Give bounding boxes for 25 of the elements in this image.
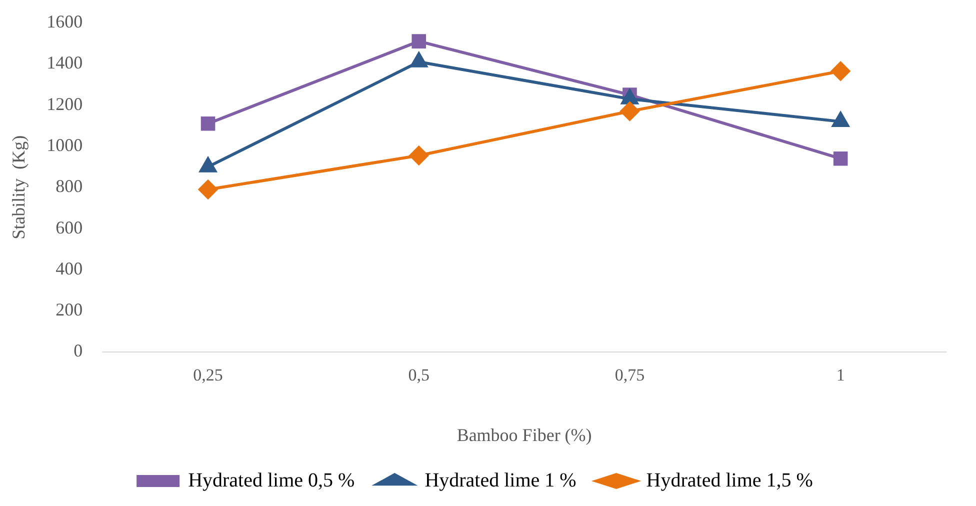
legend-label: Hydrated lime 0,5 % [188, 469, 355, 492]
x-tick-label: 1 [836, 366, 845, 385]
x-axis-title: Bamboo Fiber (%) [456, 424, 592, 445]
point [200, 116, 216, 131]
y-tick-label: 1200 [46, 94, 83, 114]
x-tick-label: 0,75 [614, 366, 645, 385]
legend-label: Hydrated lime 1,5 % [646, 469, 813, 492]
y-tick-label: 1600 [46, 12, 83, 32]
y-tick-label: 400 [56, 258, 83, 278]
y-tick-label: 200 [56, 300, 83, 320]
x-tick-label: 0,25 [193, 366, 223, 385]
x-tick-label: 0,5 [408, 366, 430, 385]
point [620, 102, 640, 121]
y-tick-label: 1400 [46, 52, 83, 73]
legend-label: Hydrated lime 1 % [424, 469, 576, 492]
y-tick-label: 1000 [46, 134, 83, 155]
point [198, 180, 218, 199]
point [412, 34, 426, 48]
point [831, 62, 850, 81]
y-tick-label: 600 [56, 217, 83, 238]
y-tick-label: 800 [56, 176, 83, 196]
y-axis-title: Stability (Kg) [8, 135, 29, 240]
point [409, 146, 428, 166]
y-tick-label: 0 [74, 340, 83, 361]
point [833, 151, 848, 166]
